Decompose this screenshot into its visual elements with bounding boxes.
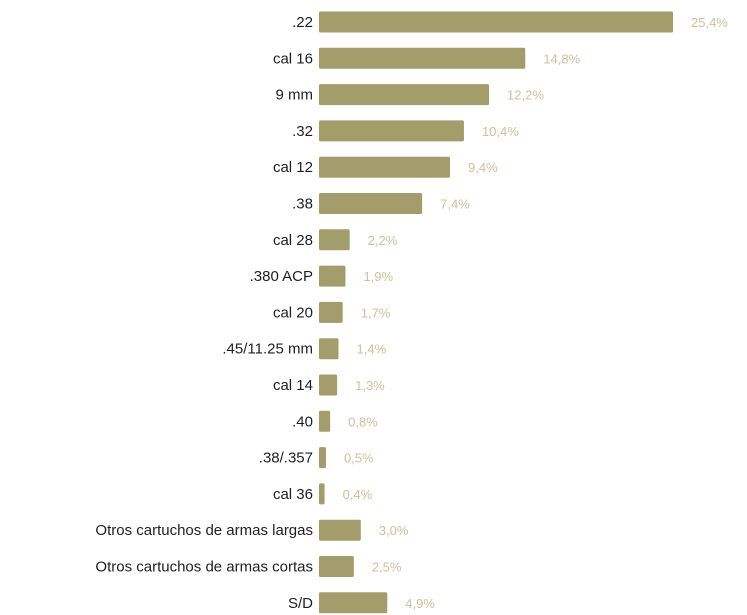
bar-otros-cartuchos-de-armas-cortas-15 bbox=[319, 556, 354, 577]
value-label-cal-28-6: 2,2% bbox=[368, 233, 398, 248]
category-label-cal-12-4: cal 12 bbox=[273, 159, 313, 176]
bar-cal-36-13 bbox=[319, 483, 325, 505]
value-label-38-5: 7,4% bbox=[440, 197, 470, 212]
category-label-38-5: .38 bbox=[292, 196, 313, 213]
bar-9-mm-2 bbox=[319, 84, 490, 106]
value-label-otros-cartuchos-de-armas-largas-14: 3,0% bbox=[379, 523, 409, 538]
bar-38-5 bbox=[319, 193, 423, 214]
bar-40-11 bbox=[319, 410, 331, 432]
category-label-s-d-16: S/D bbox=[288, 595, 313, 612]
value-label-40-11: 0,8% bbox=[348, 414, 378, 429]
category-label-380-acp-7: .380 ACP bbox=[250, 268, 313, 285]
value-label-s-d-16: 4,9% bbox=[405, 596, 435, 611]
bar-22-0 bbox=[319, 11, 673, 33]
category-label-cal-16-1: cal 16 bbox=[273, 50, 313, 67]
category-label-40-11: .40 bbox=[292, 413, 313, 430]
bar-38-357-12 bbox=[319, 447, 326, 469]
value-label-cal-12-4: 9,4% bbox=[468, 160, 498, 175]
value-label-cal-20-8: 1,7% bbox=[361, 305, 391, 320]
category-label-otros-cartuchos-de-armas-largas-14: Otros cartuchos de armas largas bbox=[95, 522, 313, 539]
category-label-cal-20-8: cal 20 bbox=[273, 304, 313, 321]
value-label-380-acp-7: 1,9% bbox=[363, 269, 393, 284]
category-label-22-0: .22 bbox=[292, 14, 313, 31]
bar-cal-12-4 bbox=[319, 156, 451, 178]
bar-45-11-25-mm-9 bbox=[319, 338, 339, 360]
category-label-cal-14-10: cal 14 bbox=[273, 377, 313, 394]
value-label-cal-16-1: 14,8% bbox=[543, 51, 580, 66]
value-label-otros-cartuchos-de-armas-cortas-15: 2,5% bbox=[372, 560, 402, 575]
category-label-45-11-25-mm-9: .45/11.25 mm bbox=[222, 341, 313, 358]
bar-32-3 bbox=[319, 120, 464, 142]
value-label-cal-14-10: 1,3% bbox=[355, 378, 385, 393]
value-label-22-0: 25,4% bbox=[691, 15, 728, 30]
category-label-otros-cartuchos-de-armas-cortas-15: Otros cartuchos de armas cortas bbox=[95, 559, 313, 576]
bar-s-d-16 bbox=[319, 592, 388, 614]
category-label-38-357-12: .38/.357 bbox=[259, 450, 313, 467]
bar-otros-cartuchos-de-armas-largas-14 bbox=[319, 519, 361, 541]
value-label-9-mm-2: 12,2% bbox=[507, 88, 544, 103]
value-label-cal-36-13: 0,4% bbox=[343, 487, 373, 502]
value-label-32-3: 10,4% bbox=[482, 124, 519, 139]
category-label-cal-36-13: cal 36 bbox=[273, 486, 313, 503]
bar-cal-16-1 bbox=[319, 47, 526, 69]
value-label-38-357-12: 0,5% bbox=[344, 451, 374, 466]
value-label-45-11-25-mm-9: 1,4% bbox=[357, 342, 387, 357]
bar-380-acp-7 bbox=[319, 265, 346, 287]
bar-cal-14-10 bbox=[319, 374, 338, 396]
category-label-cal-28-6: cal 28 bbox=[273, 232, 313, 249]
bar-cal-28-6 bbox=[319, 229, 350, 251]
category-label-32-3: .32 bbox=[292, 123, 313, 140]
bar-cal-20-8 bbox=[319, 301, 343, 323]
category-label-9-mm-2: 9 mm bbox=[276, 87, 314, 104]
